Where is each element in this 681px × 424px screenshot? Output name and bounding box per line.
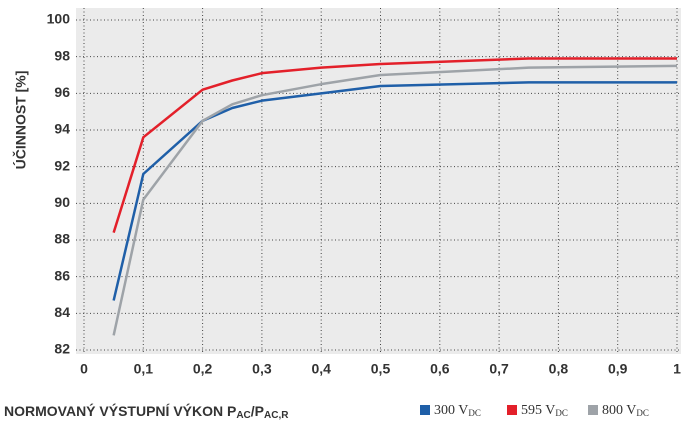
x-tick-label: 0,8: [549, 361, 569, 377]
x-tick-label: 0,5: [371, 361, 391, 377]
legend-name: 300 V: [434, 403, 468, 418]
legend-subscript: DC: [636, 408, 649, 418]
y-tick-label: 88: [54, 231, 70, 247]
x-tick-label: 1: [673, 361, 681, 377]
x-tick-label: 0,1: [134, 361, 154, 377]
x-tick-label: 0,2: [193, 361, 213, 377]
legend-label: 800 VDC: [602, 403, 649, 418]
series-line: [112, 81, 677, 301]
series-line: [112, 57, 677, 234]
y-tick-label: 94: [54, 121, 70, 137]
x-tick-label: 0,4: [311, 361, 331, 377]
y-tick-label: 86: [54, 267, 70, 283]
legend-label: 595 VDC: [521, 403, 568, 418]
x-tick-label: 0,9: [608, 361, 628, 377]
y-tick-label: 90: [54, 194, 70, 210]
x-axis-label-part: NORMOVANÝ VÝSTUPNÍ VÝKON P: [4, 402, 236, 419]
y-tick-label: 100: [47, 11, 71, 27]
x-tick-label: 0,3: [252, 361, 272, 377]
x-axis-label: NORMOVANÝ VÝSTUPNÍ VÝKON PAC/PAC,R: [4, 402, 289, 421]
legend-swatch: [420, 405, 430, 415]
legend-subscript: DC: [555, 408, 568, 418]
y-tick-label: 92: [54, 157, 70, 173]
x-tick-label: 0,6: [430, 361, 450, 377]
legend-swatch: [588, 405, 598, 415]
legend-name: 800 V: [602, 403, 636, 418]
y-tick-label: 82: [54, 341, 70, 357]
x-tick-label: 0,7: [489, 361, 509, 377]
legend-name: 595 V: [521, 403, 555, 418]
legend-swatch: [507, 405, 517, 415]
plot-background: [76, 8, 681, 354]
y-tick-label: 96: [54, 84, 70, 100]
legend-label: 300 VDC: [434, 403, 481, 418]
x-axis-label-subscript: AC: [236, 410, 250, 421]
legend-subscript: DC: [468, 408, 481, 418]
x-tick-label: 0: [80, 361, 88, 377]
x-axis-label-part: /P: [251, 403, 264, 419]
y-tick-label: 98: [54, 47, 70, 63]
y-tick-label: 84: [54, 304, 70, 320]
x-axis-label-subscript: AC,R: [264, 410, 289, 421]
y-axis-label: ÚČINNOST [%]: [12, 71, 29, 170]
series-line: [112, 64, 678, 336]
